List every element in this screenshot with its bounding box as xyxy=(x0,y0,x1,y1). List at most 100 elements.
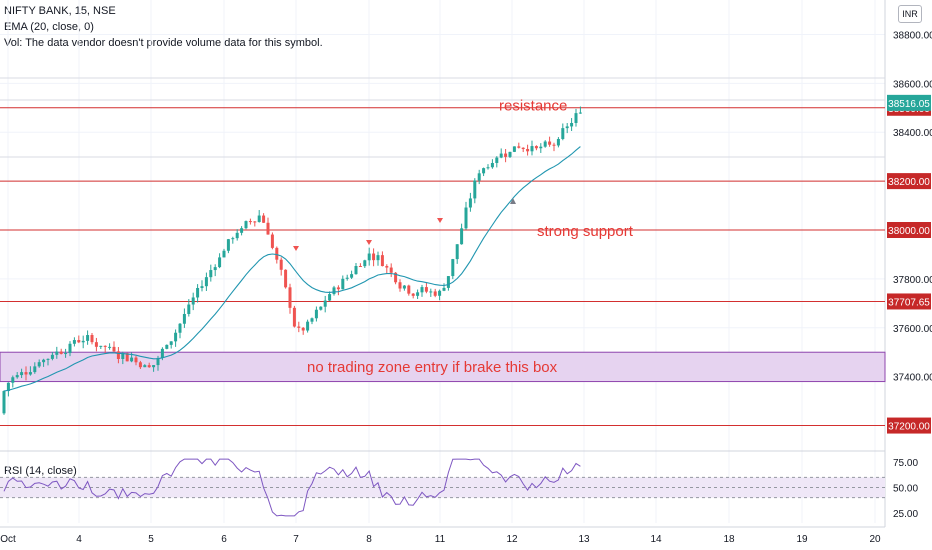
candle-body xyxy=(473,180,477,199)
sell-signal-marker xyxy=(437,218,443,223)
currency-button[interactable]: INR xyxy=(898,5,922,23)
level-price-label: 37200.00 xyxy=(888,422,930,433)
candle-body xyxy=(376,255,380,261)
no-trade-box[interactable] xyxy=(0,351,886,383)
candle-body xyxy=(407,285,411,294)
price-tick-label: 38800.00 xyxy=(893,30,932,41)
candle-body xyxy=(292,307,296,327)
candle-body xyxy=(455,244,459,260)
candle-body xyxy=(253,221,257,223)
candle-body xyxy=(72,340,76,344)
candle-body xyxy=(420,287,424,293)
annotations[interactable]: resistance strong support no trading zone … xyxy=(307,97,634,376)
current-price-label: 38516.05 xyxy=(888,99,930,110)
candle-body xyxy=(517,146,521,148)
level-price-tag xyxy=(887,417,931,434)
candle-body xyxy=(235,232,239,239)
candle-body xyxy=(512,146,516,152)
candle-body xyxy=(477,173,481,181)
candle-body xyxy=(468,198,472,208)
candle-body xyxy=(231,238,235,240)
candle-body xyxy=(530,146,534,152)
candle-body xyxy=(112,346,116,352)
signal-markers xyxy=(293,198,516,251)
candle-body xyxy=(574,113,578,123)
price-tick-label: 37400.00 xyxy=(893,373,932,384)
candle-body xyxy=(275,247,279,260)
candle-body xyxy=(284,269,288,288)
annotation-text: no trading zone entry if brake this box xyxy=(307,359,558,376)
candle-body xyxy=(222,250,226,258)
candle-body xyxy=(64,353,68,355)
candle-body xyxy=(116,351,120,359)
rsi-legend[interactable]: RSI (14, close) xyxy=(4,465,77,477)
candles xyxy=(2,106,582,415)
ema-line xyxy=(3,146,581,392)
rsi-tick-label: 25.00 xyxy=(893,509,918,520)
candle-body xyxy=(464,207,468,229)
time-tick-label: 7 xyxy=(293,534,299,545)
candle-body xyxy=(24,372,28,375)
candle-body xyxy=(147,365,151,368)
candle-body xyxy=(310,318,314,322)
time-tick-label: 6 xyxy=(221,534,227,545)
candle-body xyxy=(169,341,173,345)
candle-body xyxy=(297,326,301,328)
candle-body xyxy=(279,259,283,270)
time-tick-label: 20 xyxy=(869,534,881,545)
rsi-tick-label: 50.00 xyxy=(893,484,918,495)
candle-body xyxy=(160,348,164,358)
candle-body xyxy=(257,215,261,222)
time-tick-label: 14 xyxy=(650,534,662,545)
candle-body xyxy=(323,300,327,307)
candle-body xyxy=(482,168,486,174)
candle-body xyxy=(543,141,547,147)
candle-body xyxy=(138,362,142,368)
candle-body xyxy=(556,138,560,146)
axes: 38800.00 38600.00 38400.00 37800.00 37600.00… xyxy=(0,30,932,545)
candle-body xyxy=(389,267,393,273)
candle-body xyxy=(486,167,490,169)
candle-body xyxy=(125,353,129,362)
candle-body xyxy=(187,304,191,314)
candle-body xyxy=(402,285,406,289)
rsi-pane xyxy=(0,458,885,517)
candle-body xyxy=(196,287,200,298)
candle-body xyxy=(55,351,59,355)
symbol-legend[interactable]: NIFTY BANK, 15, NSE xyxy=(4,5,116,17)
candle-body xyxy=(121,353,125,360)
candle-body xyxy=(561,128,565,139)
level-lines[interactable] xyxy=(0,107,885,427)
candle-body xyxy=(244,221,248,229)
candle-body xyxy=(11,377,15,383)
candle-body xyxy=(288,287,292,308)
time-tick-label: 8 xyxy=(366,534,372,545)
candle-body xyxy=(521,147,525,150)
level-price-tag xyxy=(887,173,931,190)
candle-body xyxy=(451,259,455,277)
candle-body xyxy=(442,287,446,291)
candle-body xyxy=(33,366,37,373)
candle-body xyxy=(534,146,538,149)
candle-body xyxy=(37,362,41,367)
candle-body xyxy=(565,126,569,129)
sell-signal-marker xyxy=(293,246,299,251)
level-price-label: 38000.00 xyxy=(888,226,930,237)
candle-body xyxy=(552,144,556,146)
candle-body xyxy=(411,293,415,296)
rsi-band xyxy=(0,477,885,498)
candle-body xyxy=(328,294,332,301)
candle-body xyxy=(548,141,552,145)
ema-legend[interactable]: EMA (20, close, 0) xyxy=(4,21,94,33)
candle-body xyxy=(433,291,437,296)
candle-body xyxy=(350,274,354,278)
time-tick-label: 5 xyxy=(148,534,154,545)
candle-body xyxy=(248,221,252,223)
candle-body xyxy=(99,345,103,347)
price-tick-label: 38600.00 xyxy=(893,79,932,90)
candle-body xyxy=(77,340,81,343)
candle-body xyxy=(319,306,323,310)
annotation-text: resistance xyxy=(499,97,567,114)
candle-body xyxy=(209,270,213,278)
